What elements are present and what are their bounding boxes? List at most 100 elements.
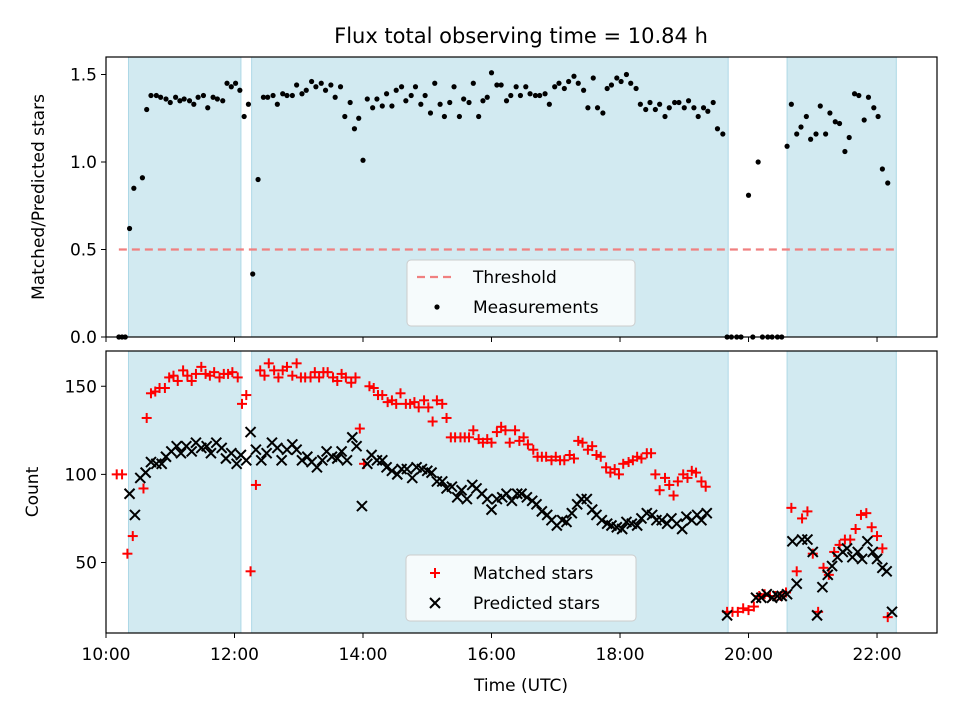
matched-star-point bbox=[636, 453, 647, 464]
measurement-point bbox=[214, 96, 220, 102]
measurement-point bbox=[476, 113, 482, 120]
predicted-star-point bbox=[260, 447, 273, 459]
measurement-point bbox=[714, 126, 721, 132]
measurement-point bbox=[666, 105, 672, 111]
measurement-point bbox=[328, 82, 334, 88]
measurement-point bbox=[370, 105, 376, 111]
matched-star-point bbox=[486, 437, 497, 448]
matched-star-point bbox=[127, 531, 138, 542]
matched-star-point bbox=[872, 531, 883, 542]
predicted-star-point bbox=[676, 523, 688, 535]
measurement-point bbox=[364, 96, 370, 102]
matched-star-point bbox=[419, 395, 430, 406]
measurement-point bbox=[832, 119, 838, 125]
y-tick-label: 1.0 bbox=[70, 153, 97, 173]
predicted-star-point bbox=[406, 472, 418, 484]
predicted-star-point bbox=[791, 577, 803, 590]
measurement-point bbox=[614, 75, 620, 81]
predicted-star-point bbox=[350, 440, 363, 452]
measurement-point bbox=[517, 92, 524, 99]
matched-star-point bbox=[122, 548, 133, 559]
measurement-point bbox=[594, 105, 601, 111]
measurement-point bbox=[294, 82, 300, 88]
measurement-point bbox=[284, 92, 290, 99]
measurement-point bbox=[241, 113, 247, 120]
predicted-star-point bbox=[841, 542, 853, 555]
matched-star-point bbox=[172, 375, 183, 386]
measurement-point bbox=[274, 101, 280, 107]
matched-star-point bbox=[250, 479, 261, 490]
measurement-point bbox=[447, 99, 453, 106]
measurement-point bbox=[498, 82, 504, 88]
matched-star-point bbox=[618, 458, 629, 469]
measurement-point bbox=[347, 99, 353, 106]
measurement-point bbox=[652, 106, 658, 113]
measurement-point bbox=[685, 98, 692, 104]
predicted-star-point bbox=[250, 443, 262, 456]
predicted-star-point bbox=[816, 581, 829, 593]
predicted-star-point bbox=[296, 454, 308, 466]
matched-star-point bbox=[350, 372, 361, 383]
matched-star-point bbox=[577, 437, 588, 448]
predicted-star-point bbox=[361, 458, 374, 470]
measurement-point bbox=[681, 105, 687, 111]
predicted-star-point bbox=[485, 503, 498, 516]
matched-star-point bbox=[190, 368, 201, 379]
measurement-point bbox=[788, 101, 794, 107]
predicted-star-point bbox=[771, 590, 784, 602]
matched-star-point bbox=[427, 416, 438, 427]
ratio-axes: 0.0 0.5 1.0 1.5 bbox=[70, 66, 878, 348]
measurement-point bbox=[823, 131, 829, 137]
y-tick-label: 50 bbox=[75, 554, 97, 574]
measurement-point bbox=[255, 176, 261, 183]
measurement-point bbox=[480, 98, 486, 104]
predicted-star-point bbox=[822, 569, 834, 581]
x-tick-label: 18:00 bbox=[596, 645, 645, 665]
measurement-point bbox=[647, 99, 653, 106]
measurement-point bbox=[633, 85, 639, 92]
measurement-point bbox=[210, 94, 216, 100]
ratio-y-axis-label: Matched/Predicted stars bbox=[29, 94, 49, 300]
measurement-point bbox=[441, 113, 447, 120]
matched-star-point bbox=[423, 402, 434, 413]
predicted-star-point bbox=[515, 488, 528, 500]
predicted-star-point bbox=[631, 519, 643, 532]
measurement-point bbox=[879, 166, 885, 172]
matched-star-point bbox=[654, 485, 665, 496]
measurement-point bbox=[561, 85, 567, 92]
measurement-point bbox=[289, 92, 295, 99]
observing-intervals bbox=[127, 350, 897, 634]
predicted-star-point bbox=[786, 535, 799, 548]
measurement-point bbox=[205, 105, 211, 111]
predicted-star-point bbox=[376, 454, 388, 466]
predicted-star-point bbox=[331, 452, 344, 465]
measurement-point bbox=[637, 101, 643, 107]
ratio-plot-frame bbox=[105, 56, 938, 338]
measurement-point bbox=[332, 94, 338, 100]
predicted-star-point bbox=[861, 535, 874, 548]
matched-star-point bbox=[732, 606, 743, 617]
measurement-point bbox=[470, 80, 476, 86]
predicted-star-point bbox=[566, 507, 578, 519]
predicted-star-point bbox=[446, 481, 458, 493]
measurement-point bbox=[224, 80, 230, 86]
matched-star-point bbox=[609, 464, 620, 475]
measurement-point bbox=[537, 92, 543, 99]
count-plot-frame bbox=[105, 350, 938, 634]
matched-star-point bbox=[309, 367, 320, 378]
measurement-point bbox=[148, 92, 154, 99]
measurement-point bbox=[571, 73, 577, 79]
matched-star-point bbox=[468, 425, 479, 436]
measurements-legend-label: Measurements bbox=[473, 298, 599, 318]
predicted-star-point bbox=[886, 606, 898, 618]
measurement-point bbox=[817, 103, 823, 109]
matched-star-point bbox=[802, 506, 813, 517]
predicted-star-point bbox=[536, 505, 548, 518]
measurement-point bbox=[856, 92, 862, 99]
measurement-point bbox=[808, 136, 814, 142]
measurement-point bbox=[503, 98, 510, 104]
predicted-star-point bbox=[316, 454, 329, 466]
matched-stars-marker bbox=[430, 568, 440, 578]
matched-star-point bbox=[518, 432, 529, 443]
measurement-point bbox=[337, 84, 344, 90]
